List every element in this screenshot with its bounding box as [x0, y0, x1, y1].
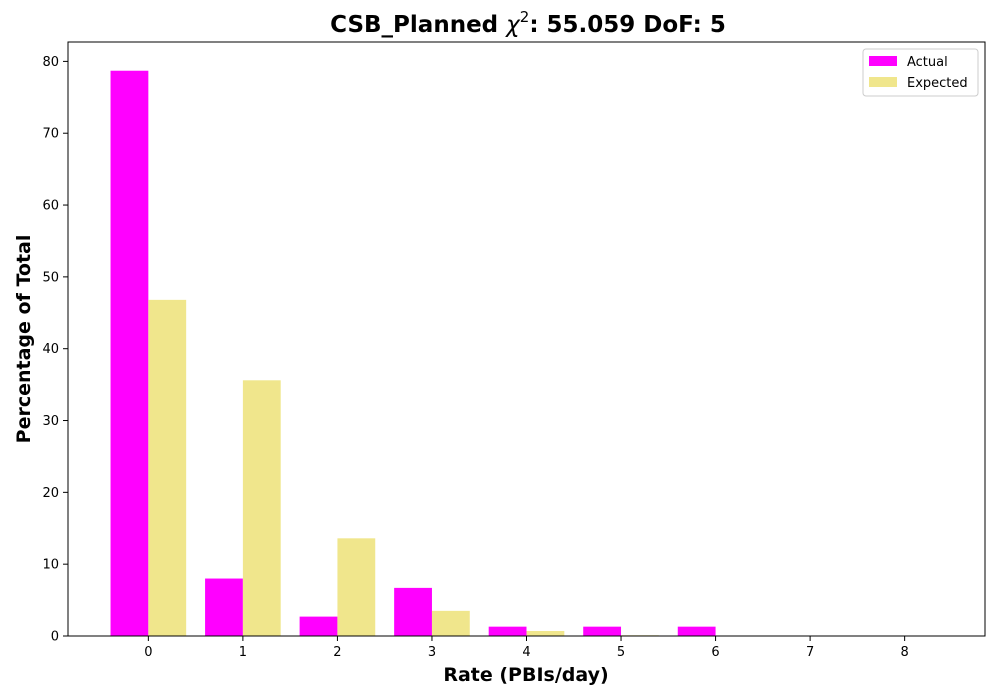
legend-label-actual: Actual [907, 55, 948, 70]
chart-title-rest: : 55.059 DoF: 5 [529, 12, 726, 38]
plot-area [110, 70, 716, 637]
bar-expected-1 [242, 380, 281, 636]
x-axis-label: Rate (PBIs/day) [443, 664, 608, 686]
bar-actual-1 [205, 578, 243, 636]
y-tick-label: 70 [42, 127, 59, 142]
chart-title-main: CSB_Planned [330, 12, 506, 38]
y-axis-label: Percentage of Total [13, 235, 35, 444]
chart-title: CSB_Planned χ2: 55.059 DoF: 5 [330, 8, 726, 38]
y-tick-label: 0 [51, 630, 59, 645]
legend-label-expected: Expected [907, 76, 968, 91]
x-tick-label: 1 [239, 645, 247, 660]
bar-actual-2 [299, 616, 338, 636]
x-tick-label: 5 [617, 645, 625, 660]
x-tick-label: 8 [901, 645, 909, 660]
bar-expected-3 [431, 610, 470, 636]
bar-actual-6 [677, 626, 716, 636]
chart-title-superscript: 2 [520, 8, 530, 26]
bar-expected-4 [526, 630, 565, 636]
y-tick-label: 30 [42, 414, 59, 429]
x-tick-label: 3 [428, 645, 436, 660]
chart-title-symbol: χ [504, 12, 521, 38]
legend: Actual Expected [862, 48, 979, 97]
axes-frame [67, 41, 986, 637]
y-tick-label: 50 [42, 270, 59, 285]
y-tick-label: 80 [42, 55, 59, 70]
x-tick-label: 6 [711, 645, 719, 660]
x-tick-label: 4 [522, 645, 530, 660]
bar-actual-0 [110, 70, 149, 637]
y-tick-label: 10 [42, 558, 59, 573]
bar-actual-3 [394, 587, 432, 636]
bar-actual-5 [583, 626, 622, 636]
y-tick-label: 60 [42, 199, 59, 214]
x-tick-label: 7 [806, 645, 814, 660]
legend-swatch-expected [869, 77, 897, 87]
x-axis-ticks: 0 1 2 3 4 5 6 7 8 [144, 636, 909, 660]
bar-actual-4 [488, 626, 527, 636]
y-axis-ticks: 0 10 20 30 40 50 60 70 80 [42, 55, 68, 645]
x-tick-label: 0 [144, 645, 152, 660]
y-tick-label: 20 [42, 486, 59, 501]
y-tick-label: 40 [42, 342, 59, 357]
legend-swatch-actual [869, 56, 897, 66]
x-tick-label: 2 [333, 645, 341, 660]
bar-expected-2 [337, 538, 376, 636]
bar-expected-0 [148, 299, 187, 636]
